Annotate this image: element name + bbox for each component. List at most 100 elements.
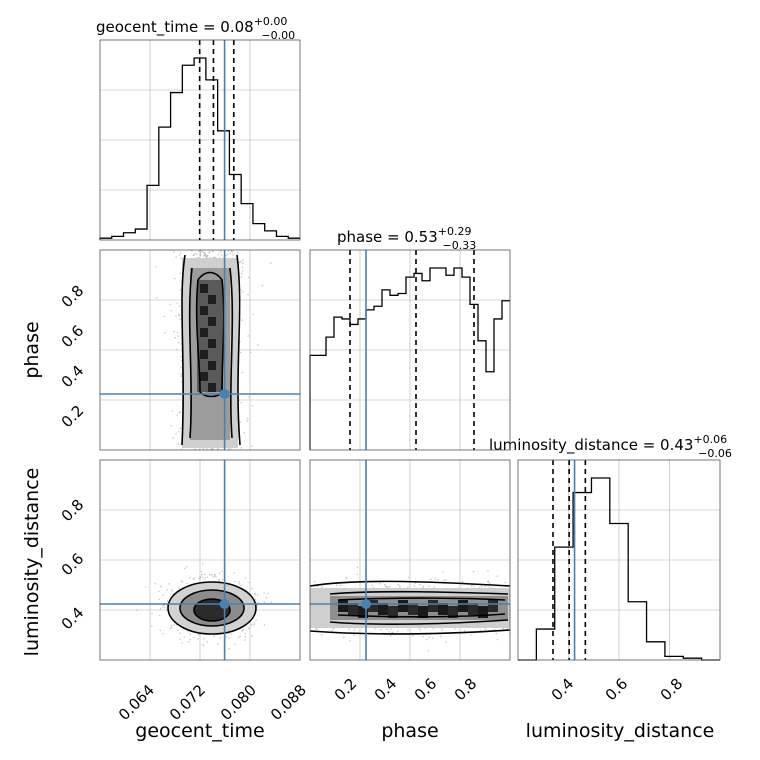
- scatter-point: [385, 585, 388, 588]
- scatter-point: [179, 411, 181, 413]
- scatter-point: [445, 579, 447, 581]
- scatter-point: [504, 581, 506, 584]
- x-axis-label-luminosity-distance: luminosity_distance: [526, 720, 715, 742]
- scatter-point: [256, 604, 259, 607]
- scatter-point: [175, 255, 177, 258]
- scatter-point: [241, 371, 244, 374]
- scatter-point: [251, 635, 253, 637]
- scatter-point: [397, 630, 399, 632]
- scatter-point: [371, 584, 374, 587]
- density-cell: [200, 306, 208, 315]
- scatter-point: [217, 253, 219, 256]
- scatter-point: [413, 585, 416, 588]
- panel-phase-hist-frame: [309, 249, 511, 451]
- scatter-point: [193, 636, 195, 639]
- scatter-point: [422, 585, 425, 587]
- scatter-point: [173, 624, 175, 626]
- scatter-point: [170, 588, 173, 591]
- density-cell: [428, 600, 438, 612]
- scatter-point: [233, 580, 236, 583]
- scatter-point: [166, 600, 169, 602]
- scatter-point: [480, 585, 483, 588]
- scatter-point: [265, 597, 268, 599]
- scatter-point: [313, 581, 316, 583]
- scatter-point: [407, 586, 409, 589]
- phase-title: phase = 0.53+0.29 −0.33: [337, 225, 476, 252]
- density-cell: [200, 372, 208, 381]
- scatter-point: [164, 607, 166, 609]
- scatter-point: [331, 629, 333, 632]
- scatter-point: [178, 587, 180, 589]
- scatter-point: [197, 637, 199, 640]
- scatter-point: [173, 330, 175, 333]
- scatter-point: [197, 633, 200, 636]
- density-cell: [468, 603, 478, 615]
- scatter-point: [487, 581, 489, 583]
- scatter-point: [479, 629, 482, 632]
- scatter-point: [253, 622, 255, 624]
- scatter-point: [180, 580, 182, 583]
- scatter-point: [179, 289, 182, 291]
- scatter-point: [212, 256, 215, 259]
- scatter-point: [247, 335, 249, 337]
- y-axis-label-phase: phase: [21, 321, 43, 378]
- scatter-point: [204, 577, 206, 579]
- scatter-point: [218, 572, 221, 575]
- scatter-point: [227, 253, 229, 256]
- scatter-point: [407, 629, 409, 631]
- density-cell: [488, 600, 498, 612]
- scatter-point: [213, 635, 215, 638]
- density-cell: [358, 606, 368, 618]
- scatter-point: [203, 645, 205, 647]
- scatter-point: [183, 567, 186, 570]
- scatter-point: [196, 253, 198, 256]
- scatter-point: [356, 573, 358, 576]
- scatter-point: [251, 445, 254, 447]
- scatter-point: [203, 638, 205, 640]
- scatter-point: [201, 643, 204, 646]
- scatter-point: [189, 638, 191, 641]
- scatter-point: [199, 576, 202, 579]
- scatter-point: [205, 256, 207, 259]
- scatter-point: [407, 576, 410, 579]
- scatter-point: [160, 585, 162, 588]
- scatter-point: [180, 257, 182, 260]
- scatter-point: [470, 585, 473, 587]
- x-axis-label-phase: phase: [381, 720, 438, 742]
- scatter-point: [241, 319, 243, 321]
- density-cell: [418, 606, 428, 618]
- phase-vs-geocent-time-density: [154, 249, 272, 451]
- scatter-point: [178, 431, 180, 433]
- luminosity-distance-histogram: [518, 477, 720, 661]
- scatter-point: [203, 252, 205, 254]
- x-tick-label: 0.6: [602, 675, 632, 705]
- scatter-point: [238, 582, 241, 585]
- scatter-point: [178, 313, 180, 316]
- scatter-point: [158, 590, 160, 593]
- scatter-point: [240, 260, 242, 263]
- scatter-point: [166, 589, 169, 591]
- density-cell: [458, 600, 468, 612]
- scatter-point: [179, 638, 181, 641]
- scatter-point: [171, 590, 173, 592]
- scatter-point: [176, 302, 179, 304]
- scatter-point: [263, 592, 266, 594]
- scatter-point: [316, 585, 319, 588]
- scatter-point: [241, 291, 244, 293]
- scatter-point: [172, 437, 174, 440]
- scatter-point: [270, 601, 273, 604]
- scatter-point: [217, 643, 219, 645]
- scatter-point: [210, 448, 213, 450]
- scatter-point: [339, 584, 342, 587]
- scatter-point: [419, 629, 422, 631]
- scatter-point: [175, 314, 177, 317]
- scatter-point: [427, 650, 430, 652]
- scatter-point: [212, 575, 215, 578]
- scatter-point: [261, 284, 264, 287]
- luminosity-distance-title: luminosity_distance = 0.43+0.06 −0.06: [489, 433, 732, 460]
- scatter-point: [201, 250, 204, 253]
- luminosity-distance-vs-phase-density: [309, 566, 511, 652]
- density-cell: [438, 603, 448, 615]
- scatter-point: [162, 604, 165, 607]
- scatter-point: [238, 261, 241, 264]
